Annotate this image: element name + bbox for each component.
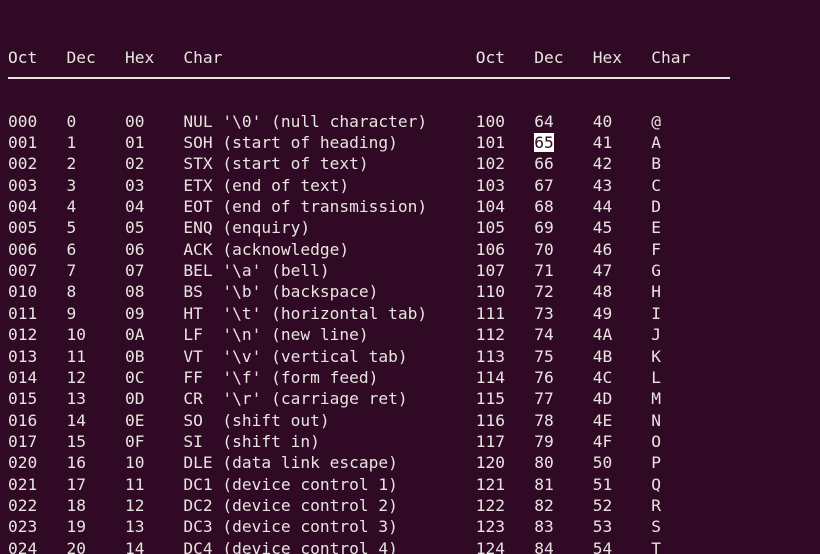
row-text: 41 A xyxy=(553,133,661,153)
table-row: 004 4 04 EOT (end of transmission) 104 6… xyxy=(8,197,661,217)
table-row: 010 8 08 BS '\b' (backspace) 110 72 48 H xyxy=(8,282,661,302)
table-row: 015 13 0D CR '\r' (carriage ret) 115 77 … xyxy=(8,389,661,409)
table-row: 021 17 11 DC1 (device control 1) 121 81 … xyxy=(8,474,661,494)
table-row: 014 12 0C FF '\f' (form feed) 114 76 4C … xyxy=(8,367,661,387)
terminal-screen[interactable]: Oct Dec Hex Char Oct Dec Hex Char 000 0 0… xyxy=(8,4,730,554)
row-text: 001 1 01 SOH (start of heading) 101 xyxy=(8,133,535,153)
table-row: 001 1 01 SOH (start of heading) 101 65 4… xyxy=(8,132,690,153)
terminal-text-buffer: Oct Dec Hex Char Oct Dec Hex Char 000 0 0… xyxy=(8,47,730,554)
search-match-highlight: 65 xyxy=(534,133,554,153)
table-row: 000 0 00 NUL '\0' (null character) 100 6… xyxy=(8,111,661,131)
header-separator-rule xyxy=(8,68,730,89)
table-row: 002 2 02 STX (start of text) 102 66 42 B xyxy=(8,154,661,174)
table-row: 022 18 12 DC2 (device control 2) 122 82 … xyxy=(8,495,661,515)
table-row: 016 14 0E SO (shift out) 116 78 4E N xyxy=(8,410,661,430)
table-row: 023 19 13 DC3 (device control 3) 123 83 … xyxy=(8,517,661,537)
table-row: 020 16 10 DLE (data link escape) 120 80 … xyxy=(8,453,661,473)
table-row: 024 20 14 DC4 (device control 4) 124 84 … xyxy=(8,538,661,554)
table-row: 011 9 09 HT '\t' (horizontal tab) 111 73… xyxy=(8,303,661,323)
table-row: 006 6 06 ACK (acknowledge) 106 70 46 F xyxy=(8,239,661,259)
table-row: 013 11 0B VT '\v' (vertical tab) 113 75 … xyxy=(8,346,661,366)
table-row: 007 7 07 BEL '\a' (bell) 107 71 47 G xyxy=(8,261,661,281)
table-row xyxy=(8,89,690,110)
table-row: 012 10 0A LF '\n' (new line) 112 74 4A J xyxy=(8,325,661,345)
horizontal-rule xyxy=(8,77,730,80)
table-row: 017 15 0F SI (shift in) 117 79 4F O xyxy=(8,431,661,451)
table-header-row: Oct Dec Hex Char Oct Dec Hex Char xyxy=(8,47,691,67)
table-row: 005 5 05 ENQ (enquiry) 105 69 45 E xyxy=(8,218,661,238)
table-row: 003 3 03 ETX (end of text) 103 67 43 C xyxy=(8,175,661,195)
